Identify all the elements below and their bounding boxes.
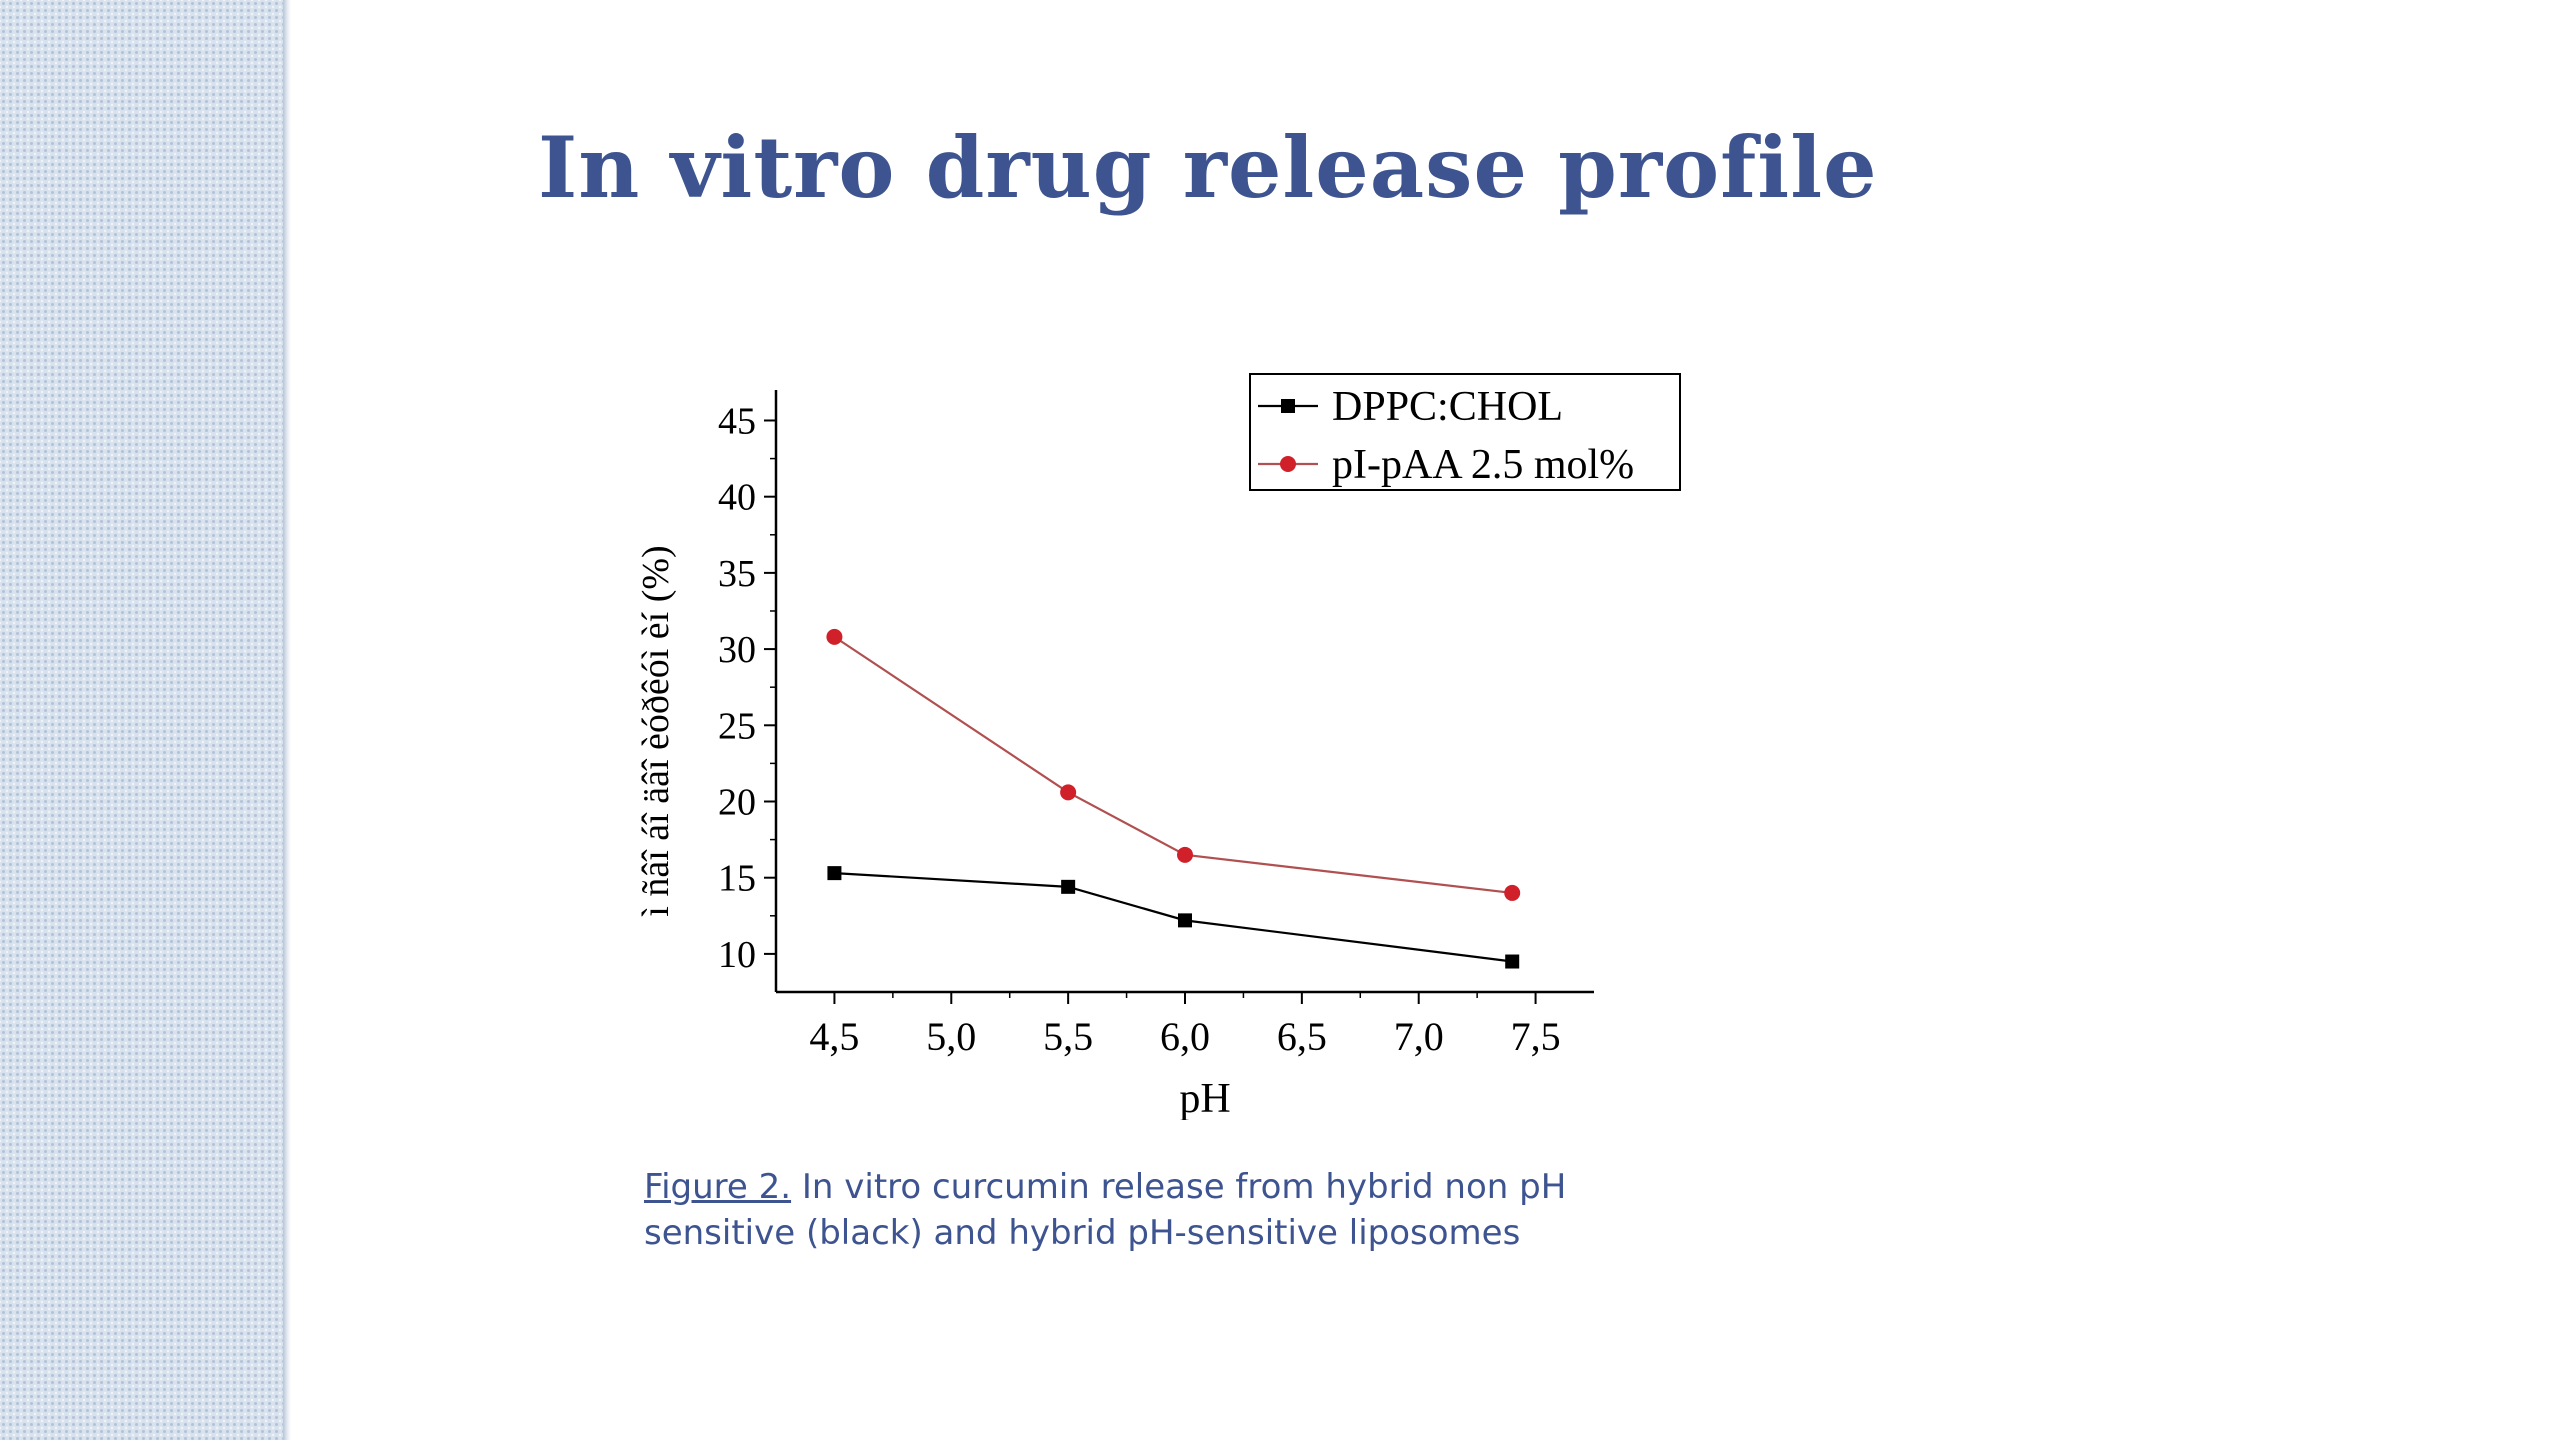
data-point-square bbox=[1505, 954, 1520, 969]
sidebar-edge bbox=[283, 0, 291, 1440]
x-tick-label: 4,5 bbox=[809, 1014, 859, 1059]
y-tick-label: 30 bbox=[718, 629, 756, 671]
data-point-circle bbox=[1504, 884, 1521, 901]
x-axis-label: pH bbox=[1179, 1076, 1230, 1120]
data-point-square bbox=[1061, 879, 1076, 894]
caption-text: In vitro curcumin release from hybrid no… bbox=[644, 1167, 1567, 1253]
release-chart: 4,5 5,0 5,5 6,0 6,5 7,0 7,5 10 15 20 25 30 35 40 45 D… bbox=[635, 373, 1681, 1120]
x-tick-label: 6,5 bbox=[1277, 1014, 1327, 1059]
data-point-circle bbox=[1177, 846, 1193, 863]
y-tick-label: 20 bbox=[718, 781, 756, 823]
x-tick-label: 7,5 bbox=[1511, 1014, 1561, 1059]
x-axis-ticks: 4,5 5,0 5,5 6,0 6,5 7,0 7,5 bbox=[809, 992, 1561, 1059]
x-tick-label: 7,0 bbox=[1394, 1014, 1444, 1059]
y-tick-label: 15 bbox=[718, 858, 756, 900]
chart-legend: DPPC:CHOL pI-pAA 2.5 mol% bbox=[1249, 373, 1681, 491]
legend-marker-circle bbox=[1280, 456, 1296, 472]
series-line-1 bbox=[834, 872, 1513, 963]
figure-reference: Figure 2. bbox=[644, 1167, 792, 1207]
y-tick-label: 35 bbox=[718, 553, 756, 595]
y-tick-label: 10 bbox=[718, 934, 756, 976]
series-line-2 bbox=[833, 635, 1513, 895]
slide-title: In vitro drug release profile bbox=[538, 118, 1878, 217]
x-tick-label: 5,5 bbox=[1043, 1014, 1093, 1059]
decorative-sidebar bbox=[0, 0, 283, 1440]
legend-box bbox=[1249, 373, 1681, 491]
data-point-square bbox=[827, 866, 842, 881]
figure-caption: Figure 2. In vitro curcumin release from… bbox=[644, 1164, 1644, 1256]
y-axis-label: ì ñâî áî äâî èóðêóì èí (%) bbox=[635, 545, 677, 916]
data-point-circle bbox=[826, 628, 843, 645]
y-tick-label: 40 bbox=[718, 477, 756, 519]
y-axis-ticks: 10 15 20 25 30 35 40 45 bbox=[718, 400, 776, 976]
legend-label: DPPC:CHOL bbox=[1332, 384, 1563, 430]
y-tick-label: 45 bbox=[718, 400, 756, 442]
data-point-circle bbox=[1060, 784, 1077, 801]
x-tick-label: 6,0 bbox=[1160, 1014, 1210, 1059]
x-tick-label: 5,0 bbox=[926, 1014, 976, 1059]
data-point-square bbox=[1178, 913, 1192, 928]
y-tick-label: 25 bbox=[718, 705, 756, 747]
legend-label: pI-pAA 2.5 mol% bbox=[1332, 442, 1634, 488]
chart-series bbox=[826, 628, 1521, 969]
legend-marker-square bbox=[1281, 399, 1295, 413]
